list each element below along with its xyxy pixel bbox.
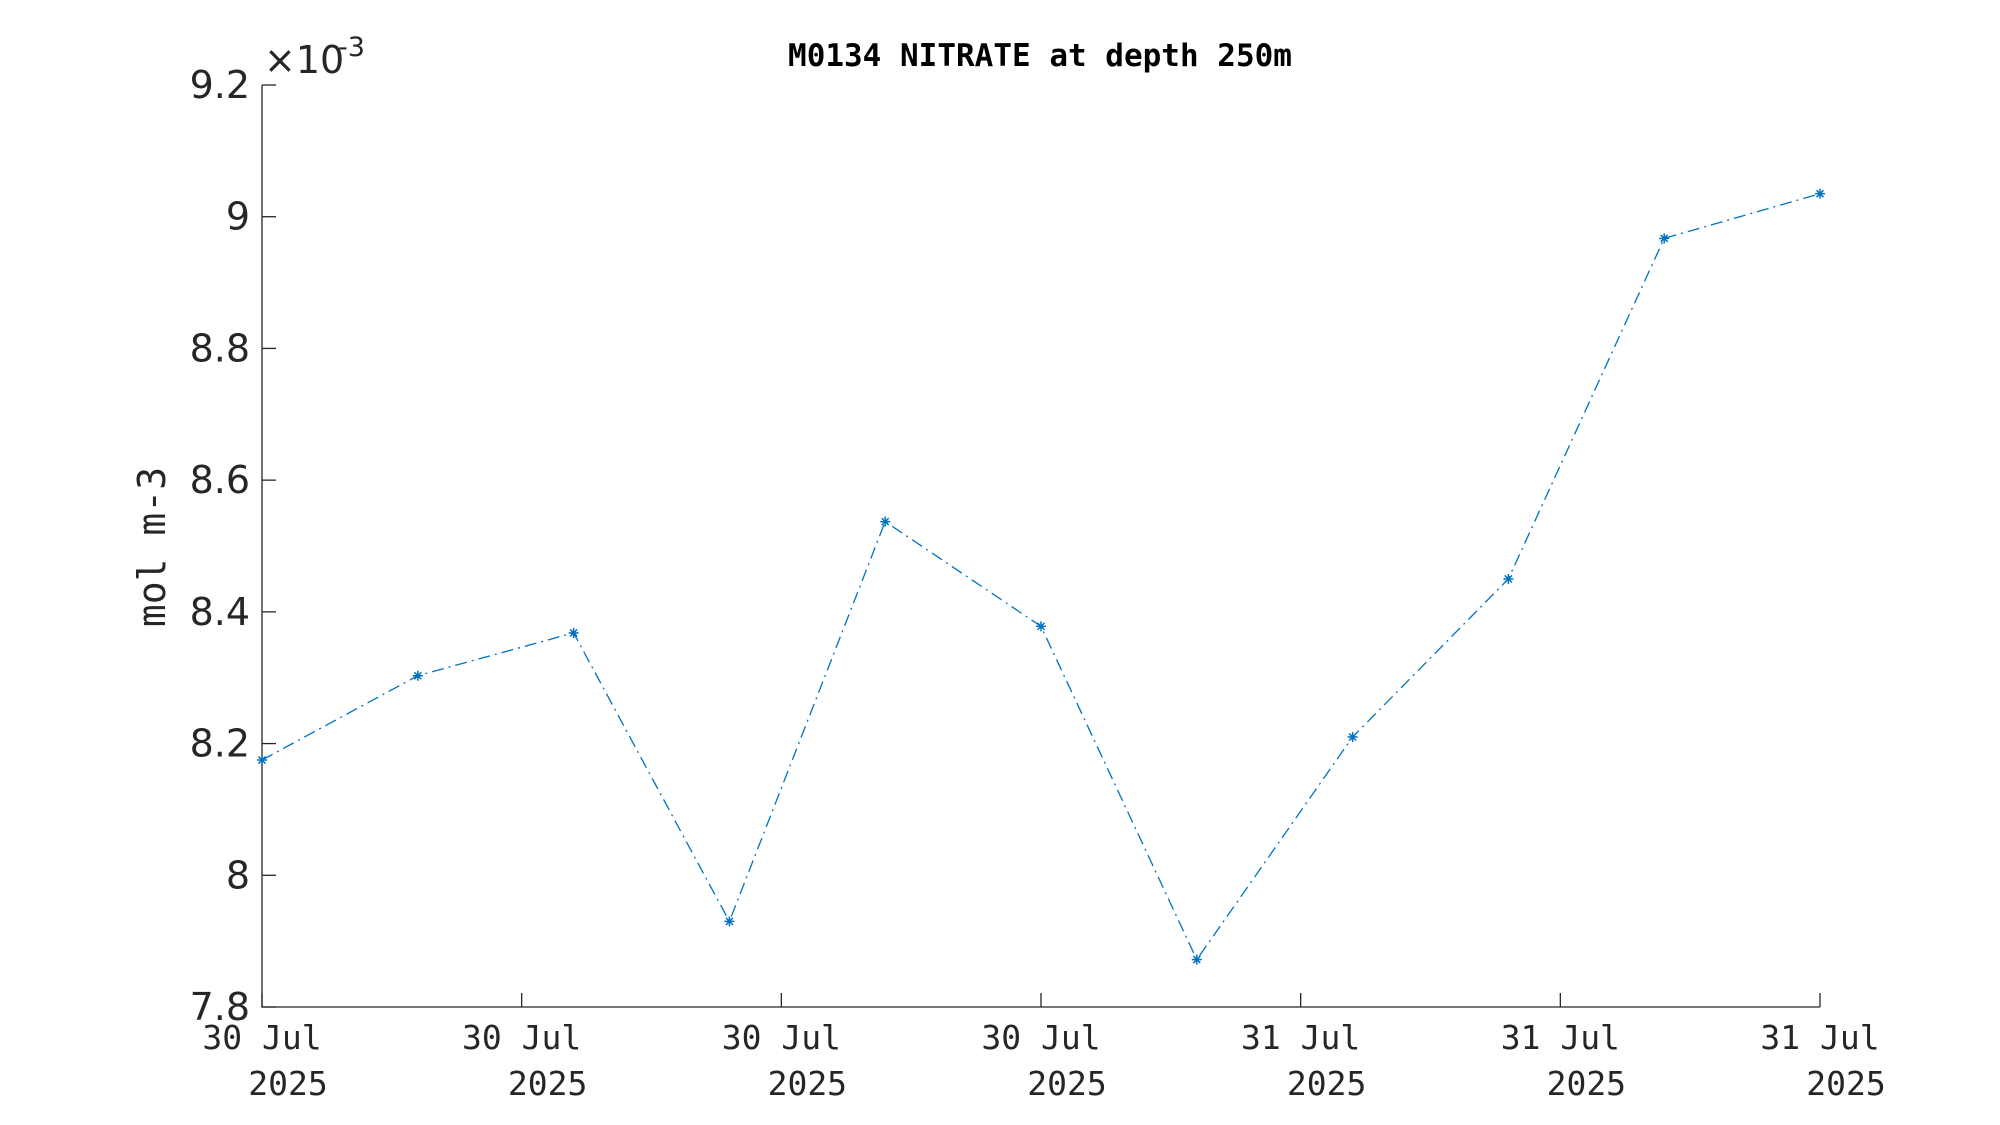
y-tick-label: 7.8 — [190, 985, 250, 1029]
data-point-marker — [568, 627, 579, 638]
y-axis-label: mol m-3 — [130, 467, 174, 627]
y-tick-label: 8.6 — [190, 458, 250, 502]
x-tick-label-year: 2025 — [1547, 1064, 1626, 1103]
x-tick-label-year: 2025 — [1287, 1064, 1366, 1103]
chart-title: M0134 NITRATE at depth 250m — [788, 38, 1292, 74]
x-tick-label-date: 31 Jul — [1760, 1018, 1879, 1057]
data-point-marker — [1036, 621, 1046, 632]
y-axis-ticks: 7.8 8 8.2 8.4 8.6 8.8 9 9.2 — [190, 63, 276, 1029]
data-point-marker — [724, 916, 735, 927]
y-tick-label: 8 — [226, 853, 250, 897]
x-tick-label-year: 2025 — [768, 1064, 847, 1103]
series-layer — [257, 188, 1825, 965]
x-tick-label-date: 30 Jul — [202, 1018, 321, 1057]
x-tick-label-date: 30 Jul — [981, 1018, 1100, 1057]
x-tick-label-date: 31 Jul — [1501, 1018, 1620, 1057]
data-point-marker — [412, 670, 423, 681]
series-line — [261, 193, 1821, 961]
data-point-marker — [1503, 573, 1514, 584]
x-tick-label-date: 30 Jul — [722, 1018, 841, 1057]
y-exponent-base: ×10 — [264, 38, 344, 82]
data-point-marker — [1191, 954, 1202, 965]
x-tick-label-year: 2025 — [508, 1064, 587, 1103]
data-point-marker — [257, 755, 267, 766]
x-tick-label-year: 2025 — [248, 1064, 327, 1103]
y-tick-label: 8.2 — [190, 722, 250, 766]
data-point-marker — [1659, 233, 1670, 244]
y-tick-label: 8.8 — [190, 326, 250, 370]
x-tick-label-year: 2025 — [1806, 1064, 1885, 1103]
data-point-marker — [880, 516, 891, 527]
x-axis-ticks: 30 Jul 2025 30 Jul 2025 30 Jul 2025 30 Jul 2025… — [202, 993, 1886, 1103]
axes-frame — [261, 85, 1820, 1008]
y-exponent-power: -3 — [338, 32, 365, 63]
x-tick-label-date: 30 Jul — [462, 1018, 581, 1057]
y-tick-label: 9 — [226, 195, 250, 239]
y-axis-exponent: ×10 -3 — [264, 32, 365, 82]
x-tick-label-date: 31 Jul — [1241, 1018, 1360, 1057]
data-point-marker — [1347, 731, 1358, 742]
y-tick-label: 9.2 — [190, 63, 250, 107]
y-tick-label: 8.4 — [190, 590, 250, 634]
x-tick-label-year: 2025 — [1027, 1064, 1106, 1103]
data-point-marker — [1815, 188, 1825, 199]
